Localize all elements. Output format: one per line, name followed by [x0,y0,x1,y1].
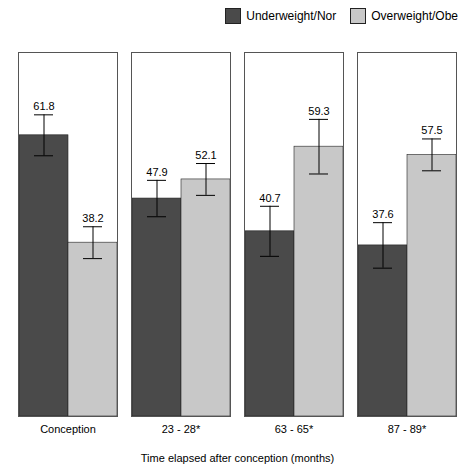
svg-text:87 - 89*: 87 - 89* [388,423,427,435]
svg-text:Conception: Conception [40,423,96,435]
svg-text:61.8: 61.8 [33,100,54,112]
svg-text:23 - 28*: 23 - 28* [162,423,201,435]
svg-text:37.6: 37.6 [372,208,393,220]
html-text:Underweight/Nor: Underweight/Nor [246,9,337,23]
svg-text:38.2: 38.2 [82,212,103,224]
svg-text:52.1: 52.1 [195,149,216,161]
svg-text:57.5: 57.5 [421,124,442,136]
html-text:Overweight/Obe: Overweight/Obe [371,9,458,23]
svg-text:63 - 65*: 63 - 65* [275,423,314,435]
svg-text:40.7: 40.7 [259,192,280,204]
svg-text:Time elapsed after conception: Time elapsed after conception (months) [141,452,334,464]
svg-text:59.3: 59.3 [308,105,329,117]
svg-text:47.9: 47.9 [146,166,167,178]
